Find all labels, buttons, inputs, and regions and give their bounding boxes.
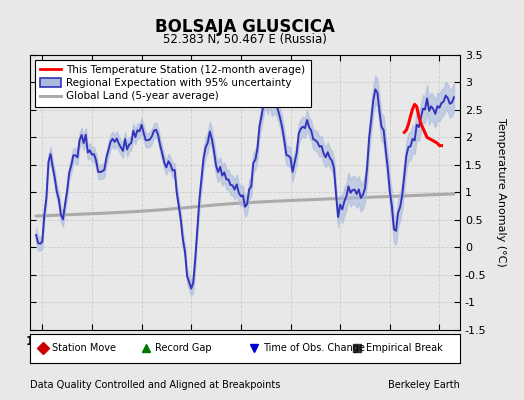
Y-axis label: Temperature Anomaly (°C): Temperature Anomaly (°C) (496, 118, 506, 267)
Text: Station Move: Station Move (52, 343, 116, 353)
Text: Empirical Break: Empirical Break (366, 343, 443, 353)
Text: Berkeley Earth: Berkeley Earth (388, 380, 460, 390)
Text: Data Quality Controlled and Aligned at Breakpoints: Data Quality Controlled and Aligned at B… (30, 380, 280, 390)
Text: BOLSAJA GLUSCICA: BOLSAJA GLUSCICA (155, 18, 335, 36)
Legend: This Temperature Station (12-month average), Regional Expectation with 95% uncer: This Temperature Station (12-month avera… (35, 60, 311, 107)
Text: 52.383 N, 50.467 E (Russia): 52.383 N, 50.467 E (Russia) (163, 33, 327, 46)
Text: Time of Obs. Change: Time of Obs. Change (263, 343, 365, 353)
Text: Record Gap: Record Gap (156, 343, 212, 353)
